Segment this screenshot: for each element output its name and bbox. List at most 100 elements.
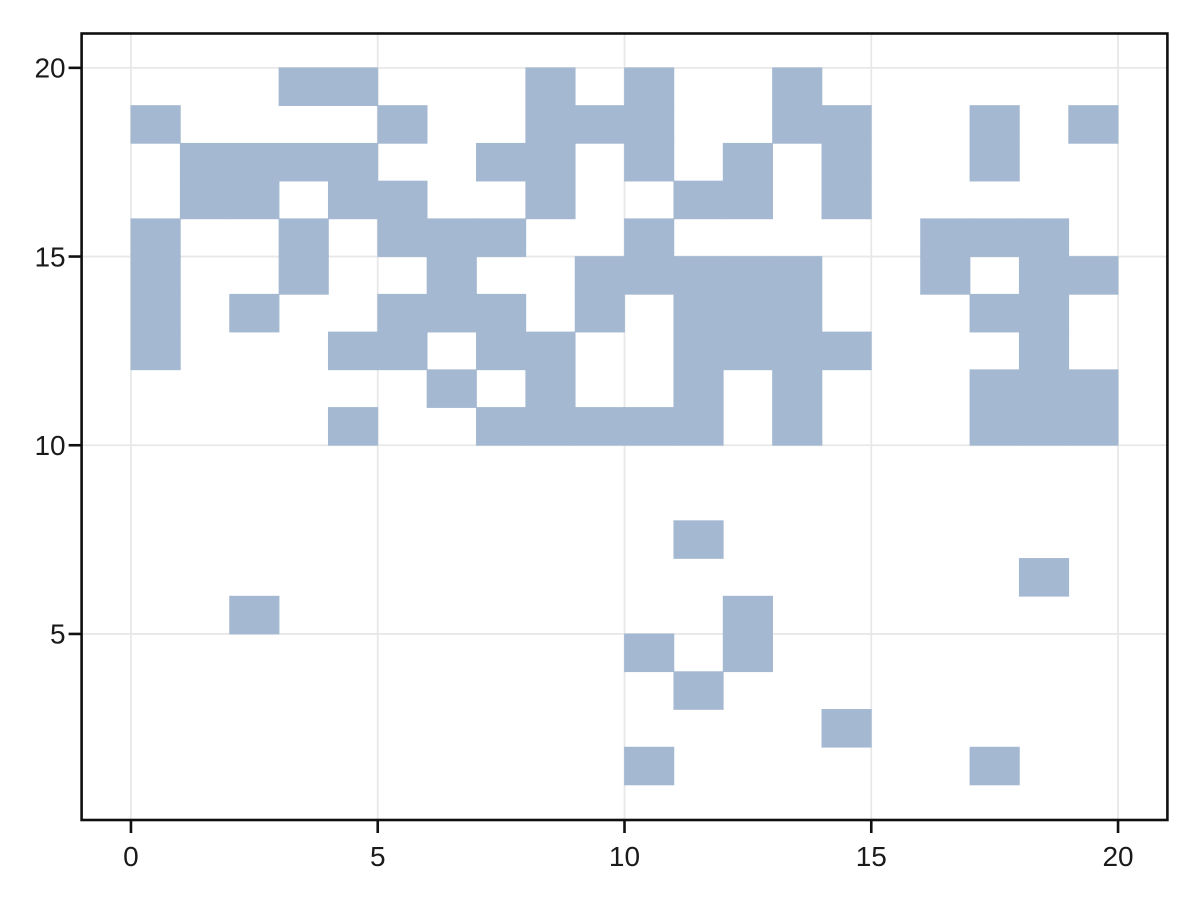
heatmap-cell xyxy=(327,331,379,371)
heatmap-cell xyxy=(969,746,1020,786)
heatmap-cell xyxy=(969,105,1020,144)
y-tick-label: 20 xyxy=(34,53,65,84)
heatmap-cell xyxy=(574,256,625,295)
heatmap-cell xyxy=(624,746,675,786)
heatmap-cell xyxy=(772,293,823,333)
heatmap-cell xyxy=(1018,558,1070,597)
x-tick-label: 10 xyxy=(609,841,640,872)
heatmap-cell xyxy=(229,180,280,220)
heatmap-cell xyxy=(624,256,675,295)
heatmap-cell xyxy=(278,142,329,182)
heatmap-cell xyxy=(525,180,576,220)
heatmap-cell xyxy=(377,105,428,144)
heatmap-cell xyxy=(969,369,1020,408)
heatmap-cell xyxy=(525,142,576,182)
heatmap-cell xyxy=(476,331,527,371)
heatmap-cell xyxy=(772,67,823,106)
heatmap-cell xyxy=(377,218,428,257)
heatmap-cell xyxy=(377,331,428,371)
heatmap-cell xyxy=(772,105,823,144)
x-tick-label: 15 xyxy=(856,841,887,872)
heatmap-cell xyxy=(722,331,773,371)
heatmap-cell xyxy=(722,293,773,333)
heatmap-cell xyxy=(722,256,773,295)
heatmap-cell xyxy=(426,293,477,333)
heatmap-cell xyxy=(130,105,181,144)
heatmap-cell xyxy=(476,407,527,446)
heatmap-cell xyxy=(229,595,280,635)
x-tick-label: 5 xyxy=(370,841,386,872)
heatmap-cell xyxy=(130,256,181,295)
heatmap-cell xyxy=(673,407,724,446)
heatmap-cell xyxy=(722,595,773,635)
heatmap-cell xyxy=(722,180,773,220)
heatmap-cell xyxy=(130,218,181,257)
heatmap-cell xyxy=(1068,407,1119,446)
heatmap-cell xyxy=(278,256,329,295)
heatmap-cell xyxy=(624,633,675,673)
heatmap-cell xyxy=(525,369,576,408)
heatmap-cell xyxy=(821,105,872,144)
heatmap-cell xyxy=(525,67,576,106)
heatmap-cell xyxy=(969,142,1020,182)
heatmap-cell xyxy=(821,331,872,371)
heatmap-cell xyxy=(525,331,576,371)
heatmap-cell xyxy=(278,218,329,257)
heatmap-cell xyxy=(1018,331,1070,371)
heatmap-cell xyxy=(179,180,231,220)
heatmap-cell xyxy=(673,293,724,333)
heatmap-cell xyxy=(476,293,527,333)
heatmap-cell xyxy=(130,331,181,371)
heatmap-cell xyxy=(1018,293,1070,333)
heatmap-cell xyxy=(722,142,773,182)
heatmap-cell xyxy=(772,369,823,408)
heatmap-cell xyxy=(673,369,724,408)
heatmap-cell xyxy=(426,369,477,408)
heatmap-cell xyxy=(673,671,724,710)
heatmap-cell xyxy=(1018,407,1070,446)
heatmap-cell xyxy=(278,67,329,106)
heatmap-cell xyxy=(327,407,379,446)
heatmap-cell xyxy=(969,407,1020,446)
heatmap-cell xyxy=(574,407,625,446)
x-tick-label: 0 xyxy=(123,841,139,872)
heatmap-cell xyxy=(1018,256,1070,295)
heatmap-cell xyxy=(673,256,724,295)
y-tick-label: 15 xyxy=(34,241,65,272)
heatmap-cell xyxy=(772,407,823,446)
heatmap-cell xyxy=(624,105,675,144)
heatmap-cell xyxy=(426,256,477,295)
heatmap-cell xyxy=(377,180,428,220)
heatmap-cell xyxy=(1068,369,1119,408)
heatmap-cell xyxy=(624,218,675,257)
heatmap-cell xyxy=(1018,369,1070,408)
heatmap-cell xyxy=(1068,256,1119,295)
x-tick-label: 20 xyxy=(1102,841,1133,872)
heatmap-cell xyxy=(525,105,576,144)
y-tick-label: 5 xyxy=(50,619,66,650)
heatmap-cell xyxy=(327,142,379,182)
heatmap-cell xyxy=(229,293,280,333)
heatmap-cell xyxy=(574,293,625,333)
heatmap-cell xyxy=(229,142,280,182)
heatmap-cell xyxy=(969,218,1020,257)
heatmap-cell xyxy=(1018,218,1070,257)
heatmap-cell xyxy=(920,256,971,295)
heatmap-cell xyxy=(624,142,675,182)
heatmap-cell xyxy=(426,218,477,257)
heatmap-cell xyxy=(179,142,231,182)
heatmap-cell xyxy=(772,331,823,371)
heatmap-cell xyxy=(130,293,181,333)
heatmap-cell xyxy=(624,407,675,446)
heatmap-cell xyxy=(821,709,872,748)
heatmap-cell xyxy=(377,293,428,333)
heatmap-cell xyxy=(476,218,527,257)
y-tick-label: 10 xyxy=(34,430,65,461)
heatmap-cell xyxy=(821,180,872,220)
heatmap-cell xyxy=(821,142,872,182)
heatmap-cell xyxy=(969,293,1020,333)
heatmap-cell xyxy=(624,67,675,106)
heatmap-cell xyxy=(772,256,823,295)
heatmap-cell xyxy=(574,105,625,144)
